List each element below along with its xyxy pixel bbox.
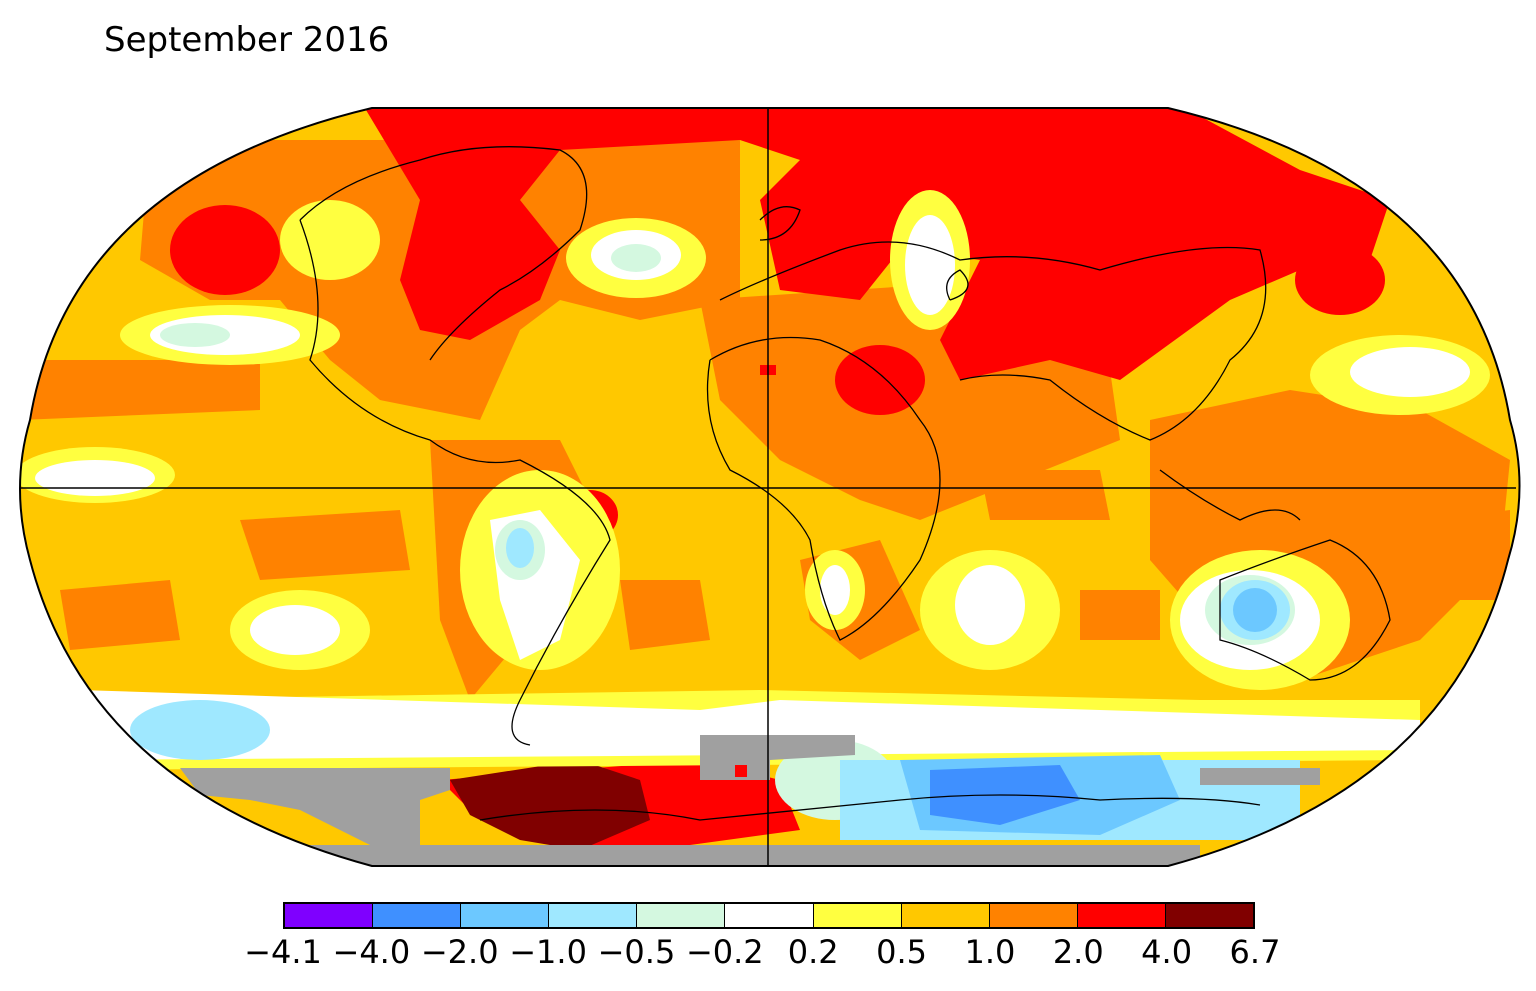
legend-tick-label: −1.0	[509, 933, 587, 971]
legend-tick-label: −4.0	[332, 933, 411, 971]
legend-swatch	[285, 904, 374, 927]
legend-tick-label: −4.1	[244, 933, 322, 971]
missing-data	[180, 735, 1320, 866]
map-border	[19, 107, 1521, 867]
legend-swatch	[461, 904, 550, 927]
anomaly-band-4-to-6.7	[450, 760, 650, 850]
legend-swatch	[989, 904, 1078, 927]
legend-tick-label: −0.5	[597, 933, 676, 971]
legend-swatch	[725, 904, 814, 927]
legend-swatch	[901, 904, 990, 927]
legend-tick-label: 1.0	[964, 933, 1016, 971]
legend-swatch	[373, 904, 462, 927]
legend-tick-labels: −4.1 −4.0 −2.0 −1.0 −0.5 −0.2 0.2 0.5 1.0 2.0 4.0 6…	[0, 934, 1536, 974]
legend-tick-label: 4.0	[1141, 933, 1193, 971]
legend-swatch	[1165, 904, 1254, 927]
anomaly-field	[20, 108, 1520, 866]
legend-tick-label: −0.2	[685, 933, 764, 971]
legend-tick-label: 2.0	[1052, 933, 1104, 971]
legend-tick-label: 6.7	[1229, 933, 1281, 971]
legend-swatch	[637, 904, 726, 927]
map-title: September 2016	[104, 20, 390, 60]
color-legend	[283, 902, 1255, 929]
coastlines	[299, 146, 1391, 821]
legend-swatch	[549, 904, 638, 927]
legend-swatch	[813, 904, 902, 927]
legend-swatch	[1077, 904, 1166, 927]
legend-tick-label: −2.0	[420, 933, 499, 971]
legend-tick-label: 0.2	[787, 933, 839, 971]
legend-tick-label: 0.5	[876, 933, 927, 971]
